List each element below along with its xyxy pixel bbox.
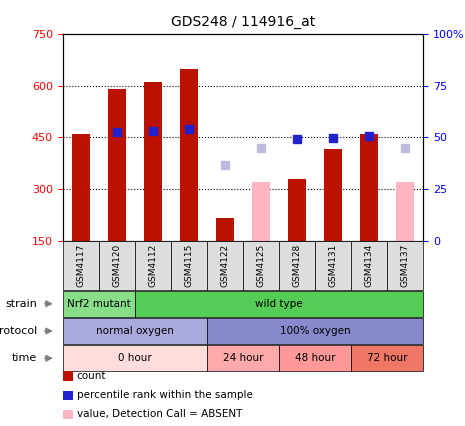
Text: percentile rank within the sample: percentile rank within the sample <box>77 390 252 400</box>
Text: wild type: wild type <box>255 299 303 309</box>
Text: strain: strain <box>5 299 37 309</box>
Text: 0 hour: 0 hour <box>118 353 152 363</box>
Text: GSM4122: GSM4122 <box>220 244 229 287</box>
Bar <box>360 134 378 241</box>
Text: GSM4137: GSM4137 <box>401 244 410 287</box>
Text: GSM4120: GSM4120 <box>113 244 121 287</box>
Text: count: count <box>77 371 106 381</box>
Text: GSM4131: GSM4131 <box>329 244 338 287</box>
Bar <box>324 150 342 241</box>
Text: time: time <box>12 353 37 363</box>
Bar <box>216 218 234 241</box>
Bar <box>144 82 162 241</box>
Bar <box>180 69 198 241</box>
Bar <box>72 134 90 241</box>
Bar <box>252 182 270 241</box>
Text: GSM4134: GSM4134 <box>365 244 373 287</box>
Text: 24 hour: 24 hour <box>223 353 263 363</box>
Text: GSM4115: GSM4115 <box>185 244 193 287</box>
Text: GSM4112: GSM4112 <box>148 244 157 287</box>
Text: GSM4125: GSM4125 <box>257 244 266 287</box>
Bar <box>108 89 126 241</box>
Text: Nrf2 mutant: Nrf2 mutant <box>67 299 131 309</box>
Text: GSM4128: GSM4128 <box>292 244 301 287</box>
Text: normal oxygen: normal oxygen <box>96 326 174 336</box>
Text: value, Detection Call = ABSENT: value, Detection Call = ABSENT <box>77 409 242 419</box>
Bar <box>396 182 414 241</box>
Text: 48 hour: 48 hour <box>295 353 335 363</box>
Text: 72 hour: 72 hour <box>367 353 407 363</box>
Text: 100% oxygen: 100% oxygen <box>280 326 350 336</box>
Bar <box>288 179 306 241</box>
Title: GDS248 / 114916_at: GDS248 / 114916_at <box>171 15 315 29</box>
Text: GSM4117: GSM4117 <box>76 244 85 287</box>
Text: protocol: protocol <box>0 326 37 336</box>
